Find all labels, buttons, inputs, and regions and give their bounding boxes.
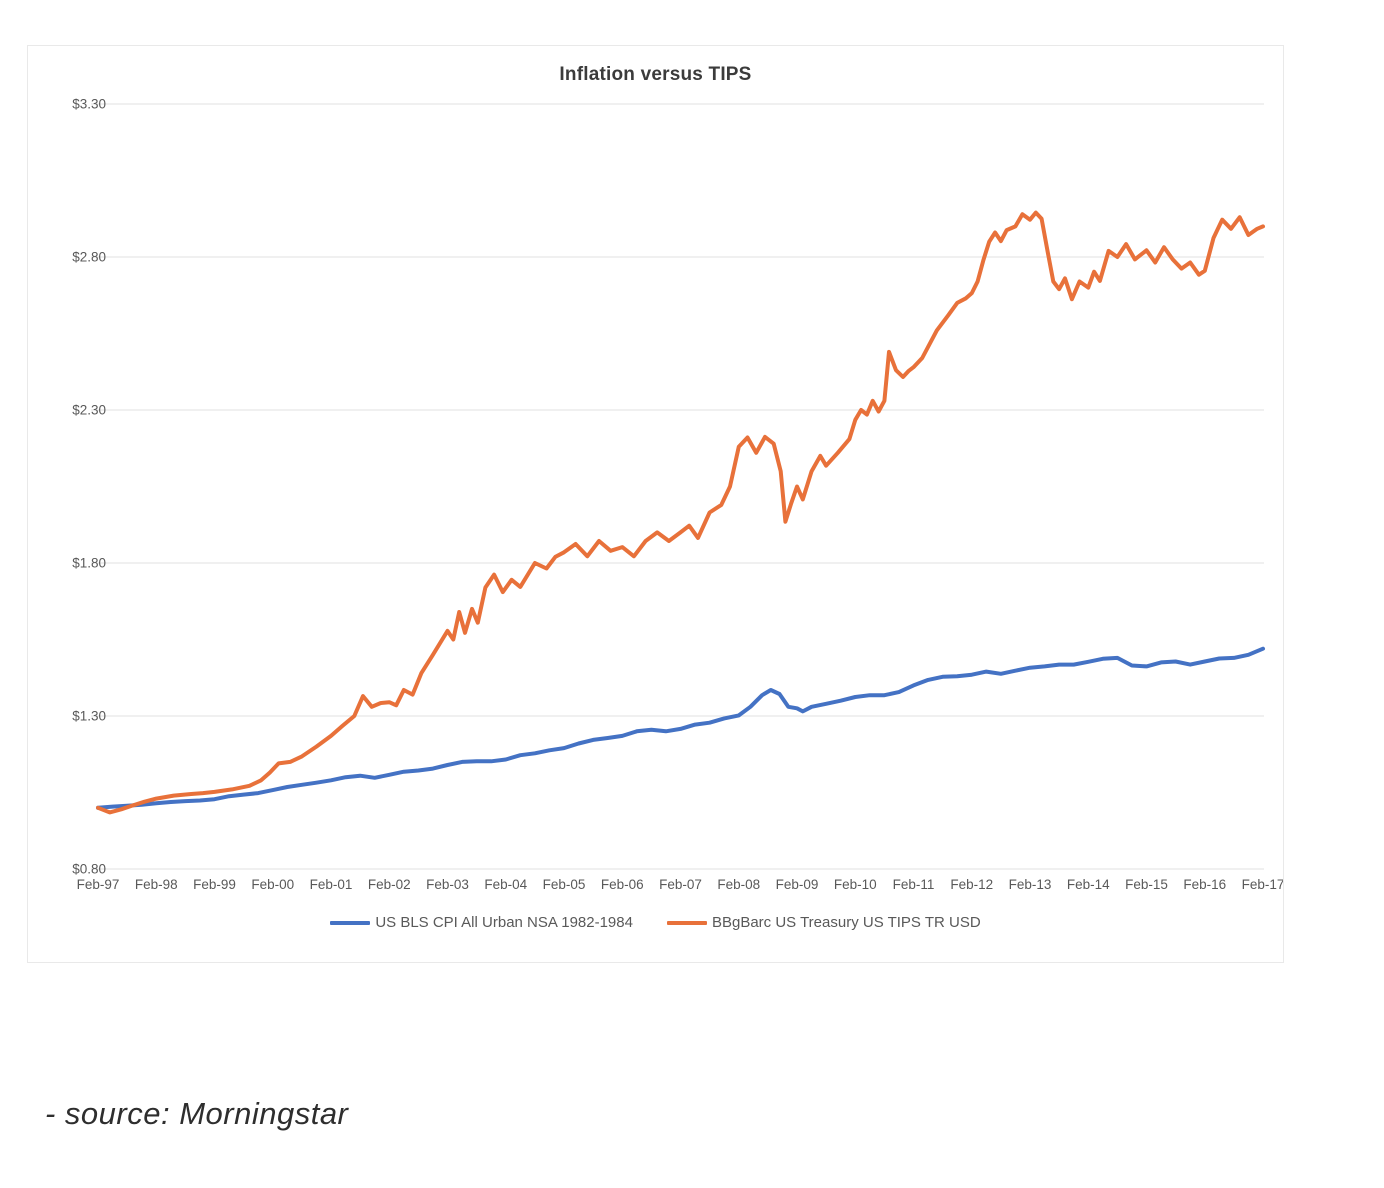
x-axis-tick-label: Feb-99: [193, 877, 236, 892]
y-axis-tick-label: $0.80: [72, 861, 106, 877]
legend-label-tips: BBgBarc US Treasury US TIPS TR USD: [711, 914, 981, 931]
cpi-line-swatch: [330, 920, 371, 925]
x-axis-tick-label: Feb-02: [367, 877, 411, 892]
tips-line-swatch: [666, 920, 707, 925]
legend-label-cpi: US BLS CPI All Urban NSA 1982-1984: [375, 914, 633, 931]
y-axis-tick-label: $1.30: [72, 708, 106, 724]
x-axis-tick-label: Feb-10: [833, 877, 877, 892]
x-axis-tick-label: Feb-07: [659, 877, 702, 892]
x-axis-tick-label: Feb-00: [251, 877, 295, 892]
y-axis-tick-label: $2.30: [72, 402, 106, 418]
legend-item-tips: BBgBarc US Treasury US TIPS TR USD: [666, 914, 981, 931]
x-axis-tick-label: Feb-15: [1125, 877, 1168, 892]
chart-title: Inflation versus TIPS: [559, 64, 752, 85]
x-axis-tick-label: Feb-16: [1183, 877, 1227, 892]
x-axis-tick-label: Feb-12: [950, 877, 994, 892]
x-axis-tick-label: Feb-09: [775, 877, 819, 892]
x-axis-tick-label: Feb-97: [76, 877, 120, 892]
line-chart-canvas: [91, 103, 1265, 870]
x-axis-tick-label: Feb-14: [1066, 877, 1110, 892]
y-axis-tick-label: $1.80: [72, 555, 106, 571]
y-axis-tick-label: $2.80: [72, 249, 106, 265]
legend-item-cpi: US BLS CPI All Urban NSA 1982-1984: [330, 914, 633, 931]
x-axis-tick-label: Feb-01: [309, 877, 353, 892]
x-axis-tick-label: Feb-11: [892, 877, 935, 892]
chart-legend: US BLS CPI All Urban NSA 1982-1984 BBgBa…: [28, 914, 1283, 931]
x-axis-tick-label: Feb-06: [600, 877, 644, 892]
x-axis-tick-label: Feb-05: [542, 877, 586, 892]
source-caption: - source: Morningstar: [45, 1096, 349, 1131]
chart-card: Inflation versus TIPS $3.30 $2.80 $2.30 $1.…: [27, 45, 1284, 963]
x-axis-tick-label: Feb-08: [717, 877, 761, 892]
x-axis-tick-label: Feb-17: [1241, 877, 1284, 892]
y-axis-tick-label: $3.30: [72, 96, 106, 112]
series-line-0: [96, 646, 1265, 810]
x-axis-tick-label: Feb-98: [134, 877, 178, 892]
x-axis-tick-label: Feb-13: [1008, 877, 1052, 892]
x-axis-tick-label: Feb-04: [484, 877, 528, 892]
x-axis-tick-label: Feb-03: [426, 877, 469, 892]
series-line-1: [96, 210, 1265, 815]
